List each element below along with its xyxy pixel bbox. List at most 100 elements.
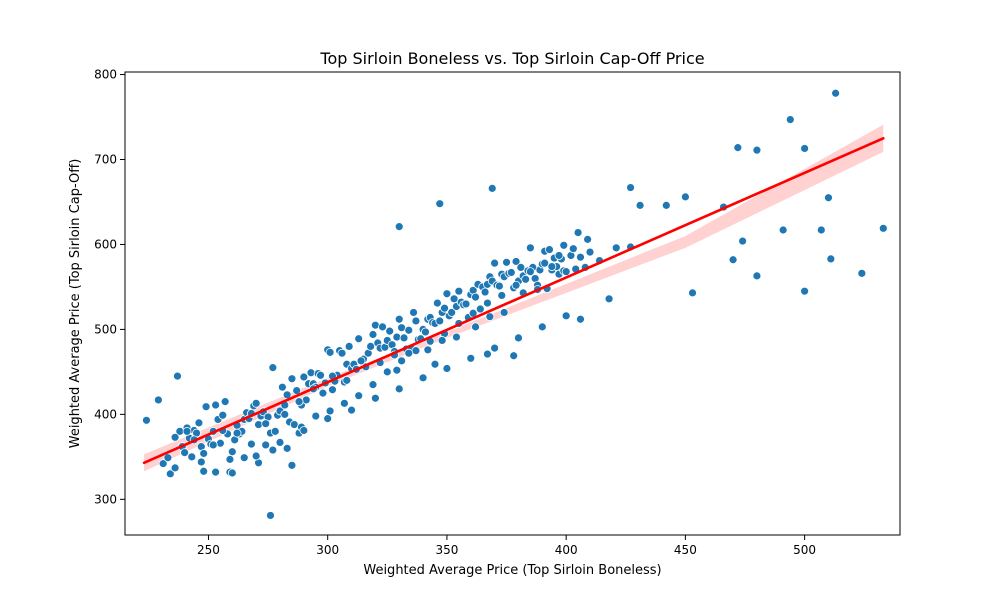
data-point <box>454 286 464 296</box>
regression-line <box>142 136 885 465</box>
data-point <box>378 322 387 332</box>
data-point <box>199 449 209 458</box>
data-point <box>435 199 445 209</box>
data-point <box>354 334 364 344</box>
data-point <box>170 432 180 442</box>
data-point <box>392 365 402 375</box>
data-point <box>440 303 449 313</box>
data-point <box>158 459 168 469</box>
data-point <box>537 322 547 332</box>
data-point <box>385 326 395 336</box>
y-tick-label: 500 <box>94 322 117 336</box>
data-point <box>399 333 409 343</box>
data-point <box>215 438 225 448</box>
data-point <box>816 225 826 235</box>
x-axis-ticks: 250 300 350 400 450 500 <box>197 535 816 557</box>
data-point <box>432 298 442 308</box>
data-point <box>306 368 316 378</box>
data-point <box>318 388 328 398</box>
data-point <box>525 267 535 277</box>
data-point <box>182 426 192 436</box>
data-point <box>421 327 430 337</box>
data-point <box>540 258 550 268</box>
data-point <box>826 254 836 264</box>
data-point <box>604 294 614 304</box>
data-point <box>611 243 621 253</box>
data-point <box>576 252 585 262</box>
data-point <box>347 405 356 415</box>
data-point <box>452 332 461 342</box>
data-point <box>547 262 557 271</box>
data-point <box>418 373 428 383</box>
data-point <box>680 192 690 202</box>
data-point <box>831 88 841 98</box>
data-point <box>356 356 366 366</box>
data-point <box>502 257 511 267</box>
data-point <box>370 320 380 330</box>
data-point <box>545 245 554 254</box>
data-point <box>394 222 404 232</box>
data-point <box>354 391 364 401</box>
data-point <box>506 268 516 277</box>
data-point <box>499 308 509 317</box>
data-point <box>220 397 230 407</box>
data-point <box>199 466 209 476</box>
data-point <box>316 370 325 380</box>
data-point <box>268 363 278 373</box>
data-point <box>142 415 151 425</box>
data-point <box>194 418 204 428</box>
data-point <box>287 374 297 384</box>
data-point <box>471 292 480 302</box>
data-point <box>394 384 404 394</box>
data-point <box>878 223 888 233</box>
data-point <box>270 426 280 436</box>
data-point <box>511 257 521 266</box>
data-point <box>435 316 445 326</box>
data-point <box>409 308 418 317</box>
data-point <box>342 375 352 385</box>
x-tick-label: 300 <box>316 543 339 557</box>
y-tick-label: 800 <box>94 68 117 82</box>
data-point <box>251 451 261 461</box>
data-point <box>211 400 221 410</box>
data-point <box>661 200 671 210</box>
data-point <box>397 356 407 366</box>
data-point <box>466 353 476 363</box>
data-point <box>339 398 349 408</box>
x-tick-label: 350 <box>435 543 458 557</box>
data-point <box>323 414 333 424</box>
data-point <box>583 234 593 244</box>
data-point <box>561 311 571 321</box>
y-tick-label: 600 <box>94 237 117 251</box>
data-point <box>430 359 440 369</box>
data-points-layer <box>142 88 888 520</box>
data-point <box>254 420 263 429</box>
x-axis-label: Weighted Average Price (Top Sirloin Bone… <box>363 563 661 578</box>
data-point <box>561 267 571 277</box>
data-point <box>490 258 500 268</box>
data-point <box>368 330 378 339</box>
data-point <box>394 314 404 324</box>
data-point <box>251 398 261 408</box>
y-tick-label: 400 <box>94 407 117 421</box>
data-point <box>800 144 810 153</box>
data-point <box>196 457 206 467</box>
data-point <box>728 255 738 265</box>
data-point <box>475 304 485 314</box>
data-point <box>404 325 414 335</box>
data-point <box>325 347 335 357</box>
data-point <box>227 447 237 457</box>
data-point <box>411 316 421 326</box>
data-point <box>568 244 578 254</box>
data-point <box>511 280 521 290</box>
data-point <box>261 419 271 429</box>
data-point <box>153 395 163 405</box>
x-tick-label: 450 <box>674 543 697 557</box>
data-point <box>225 454 235 464</box>
data-point <box>328 385 337 395</box>
data-point <box>437 336 447 345</box>
data-point <box>180 448 190 457</box>
data-point <box>733 143 743 153</box>
